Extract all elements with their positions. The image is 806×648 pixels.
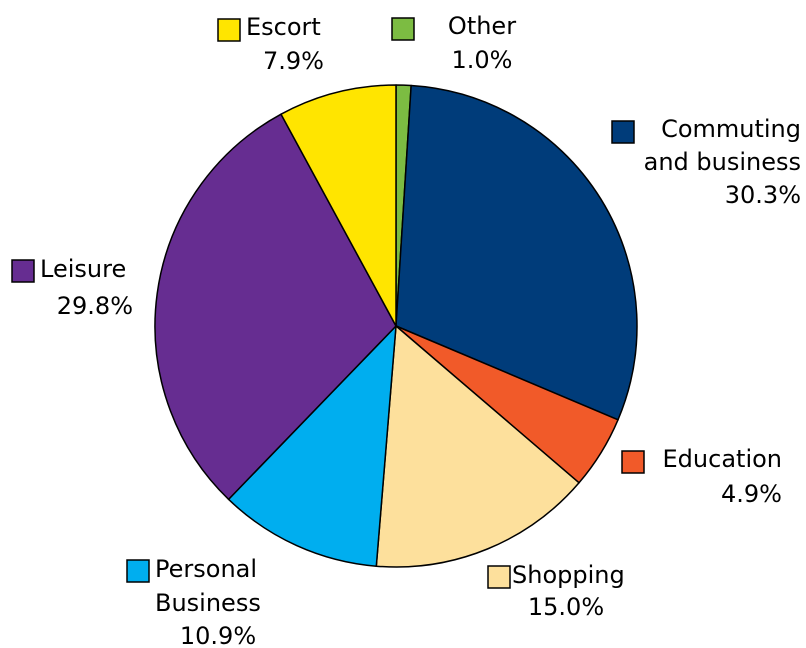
legend-swatch-leisure — [11, 259, 35, 283]
slice-name-other: Other — [448, 12, 516, 40]
label-other: Other 1.0% — [391, 12, 516, 74]
slice-name-escort: Escort — [246, 13, 321, 41]
slice-name-commuting-and-business: Commuting — [661, 115, 801, 143]
label-leisure: Leisure 29.8% — [11, 255, 133, 320]
slice-personal-business — [227, 325, 397, 567]
slice-value-escort: 7.9% — [263, 47, 324, 75]
slice-name-commuting-and-business: and business — [644, 148, 801, 176]
legend-swatch-commuting-and-business — [611, 120, 635, 144]
slice-name-shopping: Shopping — [512, 561, 625, 589]
slice-value-education: 4.9% — [721, 480, 782, 508]
slice-value-personal-business: 10.9% — [180, 622, 256, 648]
slice-value-shopping: 15.0% — [528, 593, 604, 621]
legend-swatch-other — [391, 17, 415, 41]
slice-value-leisure: 29.8% — [57, 292, 133, 320]
label-commuting-and-business: Commuting and business 30.3% — [611, 115, 801, 209]
slice-name-personal-business: Personal — [155, 555, 257, 583]
label-escort: Escort 7.9% — [217, 13, 324, 75]
pie-slices — [154, 84, 638, 568]
slice-shopping — [375, 325, 580, 568]
slice-value-commuting-and-business: 30.3% — [725, 181, 801, 209]
label-education: Education 4.9% — [621, 445, 782, 508]
slice-name-personal-business: Business — [155, 589, 261, 617]
slice-leisure — [154, 113, 397, 501]
legend-swatch-shopping — [487, 565, 511, 589]
slice-labels: Other 1.0% Commuting and business 30.3% Educa… — [11, 12, 801, 648]
legend-swatch-education — [621, 450, 645, 474]
legend-swatch-personal-business — [126, 559, 150, 583]
label-shopping: Shopping 15.0% — [487, 561, 625, 621]
slice-escort — [280, 84, 397, 327]
slice-name-education: Education — [663, 445, 782, 473]
slice-commuting-and-business — [395, 84, 638, 421]
slice-name-leisure: Leisure — [40, 255, 126, 283]
label-personal-business: Personal Business 10.9% — [126, 555, 261, 648]
slice-value-other: 1.0% — [452, 46, 513, 74]
legend-swatch-escort — [217, 18, 241, 42]
